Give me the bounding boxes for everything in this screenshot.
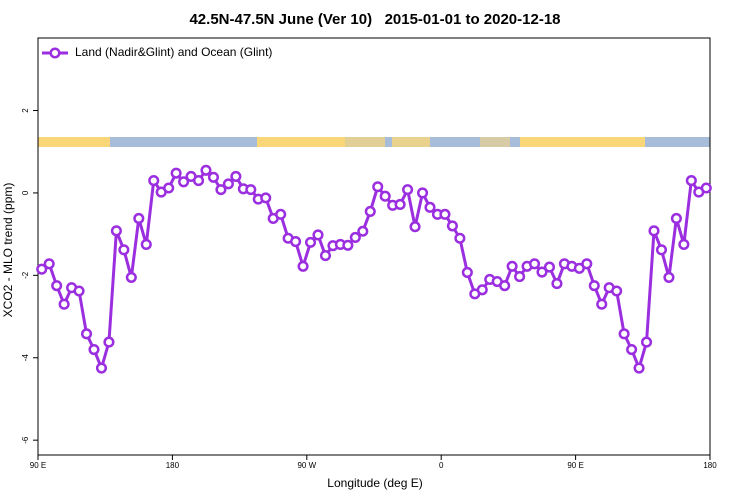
point bbox=[133, 212, 145, 225]
point bbox=[648, 225, 660, 237]
point bbox=[43, 258, 55, 270]
point bbox=[349, 231, 361, 243]
x-tick-label: 180 bbox=[166, 461, 180, 470]
point bbox=[170, 167, 182, 179]
x-tick-label: 90 E bbox=[30, 461, 46, 470]
point bbox=[290, 236, 302, 248]
point bbox=[245, 184, 257, 196]
point bbox=[36, 263, 48, 275]
point bbox=[506, 260, 518, 272]
point bbox=[118, 244, 130, 256]
x-tick-label: 90 E bbox=[567, 461, 583, 470]
chart-title: 42.5N-47.5N June (Ver 10) 2015-01-01 to … bbox=[189, 11, 560, 28]
y-tick-label: -2 bbox=[21, 271, 30, 279]
point bbox=[372, 181, 384, 193]
series-line bbox=[40, 168, 707, 373]
point bbox=[409, 221, 421, 233]
point bbox=[364, 205, 376, 218]
point bbox=[319, 250, 332, 262]
point bbox=[95, 362, 108, 374]
point bbox=[663, 271, 675, 283]
x-tick-label: 0 bbox=[439, 461, 444, 470]
point bbox=[402, 184, 414, 196]
point bbox=[424, 201, 436, 213]
point bbox=[596, 298, 608, 310]
point bbox=[536, 266, 548, 278]
point bbox=[110, 225, 122, 237]
point bbox=[207, 171, 220, 183]
point bbox=[394, 198, 406, 211]
point bbox=[416, 187, 429, 199]
x-tick-label: 90 W bbox=[297, 461, 316, 470]
point bbox=[514, 271, 526, 283]
point bbox=[551, 278, 563, 290]
point bbox=[640, 336, 653, 348]
point bbox=[88, 343, 100, 356]
x-tick-label: 180 bbox=[703, 461, 717, 470]
point bbox=[125, 271, 137, 283]
point bbox=[200, 164, 212, 176]
point bbox=[304, 236, 317, 248]
point bbox=[633, 362, 645, 374]
point bbox=[581, 258, 593, 270]
point bbox=[476, 284, 488, 296]
point bbox=[379, 190, 391, 202]
point bbox=[611, 285, 623, 297]
point bbox=[439, 208, 451, 220]
point bbox=[618, 328, 630, 340]
point bbox=[678, 238, 690, 250]
point bbox=[73, 285, 85, 297]
point bbox=[222, 178, 234, 190]
point bbox=[357, 225, 369, 237]
point bbox=[297, 260, 309, 272]
point bbox=[700, 182, 712, 194]
point bbox=[655, 244, 668, 256]
point bbox=[454, 232, 466, 244]
point bbox=[80, 328, 93, 340]
plot-frame bbox=[37, 37, 711, 456]
point bbox=[685, 175, 697, 187]
point bbox=[528, 258, 541, 270]
point bbox=[446, 220, 458, 232]
y-tick-label: -6 bbox=[21, 436, 30, 444]
y-tick-label: 2 bbox=[21, 108, 30, 113]
point bbox=[275, 208, 287, 220]
legend-label: Land (Nadir&Glint) and Ocean (Glint) bbox=[75, 45, 272, 59]
y-axis-label: XCO2 - MLO trend (ppm) bbox=[1, 183, 15, 318]
point bbox=[103, 336, 115, 348]
point bbox=[140, 238, 152, 250]
point bbox=[342, 239, 354, 251]
point bbox=[215, 184, 227, 196]
point bbox=[178, 176, 190, 188]
point bbox=[51, 280, 63, 292]
point bbox=[163, 182, 175, 194]
point bbox=[260, 192, 272, 204]
point bbox=[461, 266, 473, 279]
point bbox=[626, 343, 638, 356]
point bbox=[499, 280, 511, 292]
y-tick-label: -4 bbox=[21, 354, 30, 362]
point bbox=[148, 175, 160, 187]
land-ocean-strip bbox=[38, 137, 710, 147]
point bbox=[192, 175, 205, 187]
point bbox=[543, 261, 556, 273]
point bbox=[588, 280, 600, 292]
point bbox=[230, 170, 242, 183]
point bbox=[58, 298, 70, 310]
point bbox=[670, 212, 682, 225]
x-axis-label: Longitude (deg E) bbox=[327, 476, 422, 490]
y-tick-label: 0 bbox=[21, 190, 30, 195]
legend-marker bbox=[49, 47, 61, 59]
point bbox=[312, 229, 324, 241]
